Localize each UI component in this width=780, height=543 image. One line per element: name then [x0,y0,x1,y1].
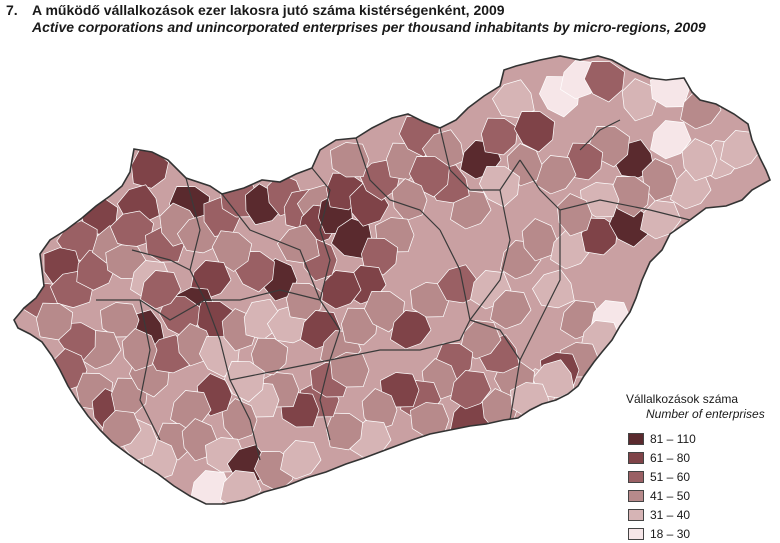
legend-swatch [628,527,644,540]
title-text: A működő vállalkozások ezer lakosra jutó… [32,2,505,18]
micro-region [490,290,532,330]
micro-region [491,79,535,119]
legend-item: 31 – 40 [628,505,778,524]
legend-swatch [628,451,644,464]
legend-item: 41 – 50 [628,486,778,505]
micro-region [131,149,169,189]
legend-swatch [628,508,644,521]
legend-items: 81 – 110 61 – 80 51 – 60 41 – 50 31 – 40… [626,429,778,543]
choropleth-map [13,55,771,505]
micro-region [641,158,678,202]
legend-swatch [628,489,644,502]
county-boundary [519,210,561,361]
county-boundary [229,359,331,381]
micro-region [450,190,492,230]
legend-range-label: 81 – 110 [650,431,696,446]
legend-item: 61 – 80 [628,448,778,467]
county-boundary [139,299,161,441]
county-boundary [221,193,321,301]
micro-region [621,78,658,122]
legend-item: 51 – 60 [628,467,778,486]
county-boundary [131,249,191,271]
legend-subtitle: Number of enterprises [646,407,765,421]
micro-region [584,61,625,103]
micro-region [330,142,370,178]
legend-range-label: 41 – 50 [650,488,691,503]
micro-region [681,138,718,182]
county-boundary [439,127,521,191]
county-boundary [439,229,471,321]
county-boundary [96,299,206,321]
legend-item: 18 – 30 [628,524,778,543]
micro-region [211,230,253,272]
map-subtitle: Active corporations and unincorporated e… [32,19,706,35]
micro-region [36,302,74,341]
micro-region [531,269,575,309]
legend-swatch [628,432,644,445]
micro-region [276,224,320,264]
micro-region [286,282,324,321]
micro-region [361,388,398,432]
micro-region [100,410,142,450]
micro-region [436,264,480,304]
micro-region [221,398,258,442]
legend-range-label: 31 – 40 [650,507,691,522]
micro-region [566,142,604,181]
county-boundaries [96,119,691,461]
county-boundary [329,339,461,361]
legend: Vállalkozások száma Number of enterprise… [626,392,778,543]
county-boundary [469,319,521,421]
title-block: 7. A működő vállalkozások ezer lakosra ju… [6,2,776,36]
county-boundary [311,167,331,301]
micro-region [251,337,289,376]
map-title: 7. A működő vállalkozások ezer lakosra ju… [6,2,776,19]
legend-item: 81 – 110 [628,429,778,448]
legend-range-label: 51 – 60 [650,469,691,484]
legend-swatch [628,470,644,483]
county-boundary [519,159,691,221]
micro-region [450,370,492,410]
county-boundary [355,137,441,231]
county-boundary [205,289,321,301]
county-boundary [185,177,206,301]
legend-title: Vállalkozások száma [626,392,739,406]
micro-region [280,440,322,480]
micro-region [650,120,692,160]
legend-range-label: 61 – 80 [650,450,691,465]
micro-region [326,412,364,451]
micro-region [391,178,428,222]
county-boundary [579,119,621,151]
micro-region [140,270,182,310]
micro-region [460,320,502,360]
county-boundary [459,189,511,341]
micro-region [521,218,558,262]
legend-range-label: 18 – 30 [650,526,691,541]
figure-number: 7. [6,2,18,18]
